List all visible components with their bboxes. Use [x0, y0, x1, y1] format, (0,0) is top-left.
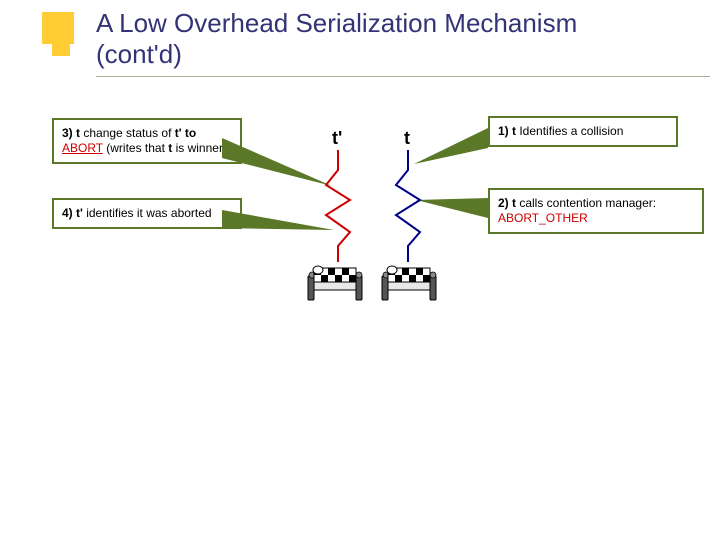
bed-icon-t	[382, 266, 436, 300]
title-underline	[96, 76, 710, 77]
zigzag-tprime	[326, 150, 350, 262]
diagram-overlay	[0, 0, 720, 540]
c2-plain1: calls contention manager:	[519, 196, 656, 210]
callout-step4: 4) t' identifies it was aborted	[52, 198, 242, 229]
deco-square-2	[52, 38, 70, 56]
title-line2: (cont'd)	[96, 39, 182, 69]
c3-bold1: 3) t	[62, 126, 83, 140]
c3-plain1: change status of	[83, 126, 174, 140]
thread-label-tprime: t'	[332, 128, 342, 149]
c4-bold1: 4) t'	[62, 206, 86, 220]
c3-plain3: is winner)	[172, 141, 227, 155]
c2-abort: ABORT_OTHER	[498, 211, 588, 225]
thread-label-t: t	[404, 128, 410, 149]
callout-step1: 1) t Identifies a collision	[488, 116, 678, 147]
pointer-c2	[416, 198, 488, 218]
slide-stage: A Low Overhead Serialization Mechanism (…	[0, 0, 720, 540]
slide-title: A Low Overhead Serialization Mechanism (…	[96, 8, 710, 77]
c1-bold1: 1) t	[498, 124, 519, 138]
c1-plain1: Identifies a collision	[519, 124, 623, 138]
c4-plain1: identifies it was aborted	[86, 206, 211, 220]
c3-bold2: t' to	[175, 126, 197, 140]
c3-plain2: (writes that	[103, 141, 168, 155]
title-line1: A Low Overhead Serialization Mechanism	[96, 8, 577, 38]
callout-step2: 2) t calls contention manager: ABORT_OTH…	[488, 188, 704, 234]
callout-step3: 3) t change status of t' to ABORT (write…	[52, 118, 242, 164]
c3-abort: ABORT	[62, 141, 103, 155]
bed-icon-tprime	[308, 266, 362, 300]
zigzag-t	[396, 150, 420, 262]
c2-bold1: 2) t	[498, 196, 519, 210]
pointer-c1	[414, 128, 488, 164]
